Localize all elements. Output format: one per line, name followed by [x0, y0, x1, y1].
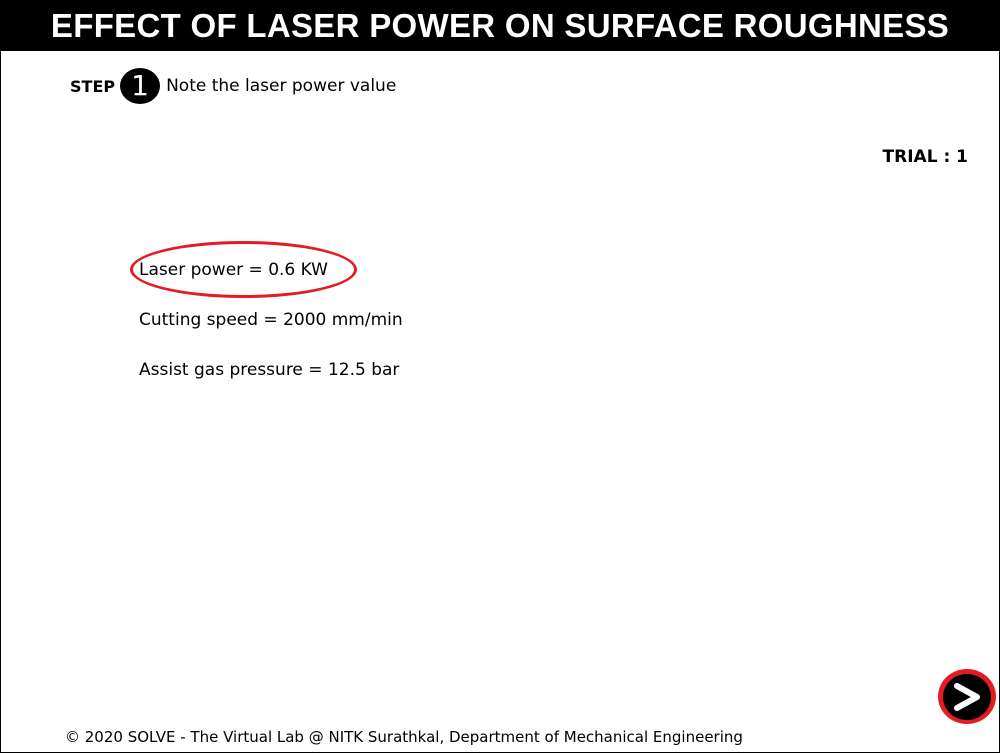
step-indicator: STEP 1 Note the laser power value	[70, 68, 396, 104]
trial-counter: TRIAL : 1	[882, 147, 968, 167]
parameter-list: Laser power = 0.6 KW Cutting speed = 200…	[139, 259, 403, 409]
step-label: STEP	[70, 76, 116, 96]
laser-power-highlight-ring	[130, 241, 357, 298]
step-instruction: Note the laser power value	[166, 76, 397, 96]
parameter-assist-gas-pressure: Assist gas pressure = 12.5 bar	[139, 360, 400, 380]
next-button-face	[943, 673, 991, 720]
parameter-laser-power: Laser power = 0.6 KW	[139, 260, 328, 280]
page-title: EFFECT OF LASER POWER ON SURFACE ROUGHNE…	[50, 7, 950, 44]
parameter-cutting-speed: Cutting speed = 2000 mm/min	[139, 310, 403, 330]
footer-copyright: © 2020 SOLVE - The Virtual Lab @ NITK Su…	[65, 728, 743, 746]
title-bar: EFFECT OF LASER POWER ON SURFACE ROUGHNE…	[1, 1, 999, 51]
chevron-right-icon	[954, 682, 980, 711]
next-button[interactable]	[938, 669, 996, 724]
step-number-badge: 1	[120, 68, 161, 104]
